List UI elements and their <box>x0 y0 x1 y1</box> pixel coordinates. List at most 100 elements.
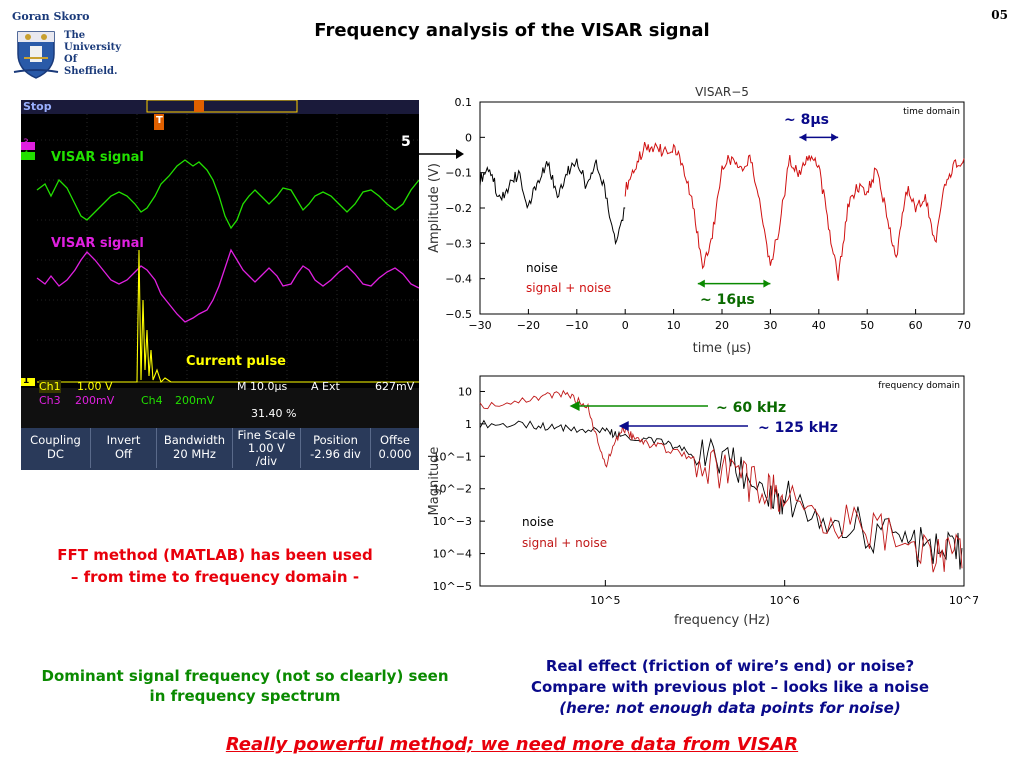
corner-label: time domain <box>903 107 960 117</box>
dominant-frequency-note: Dominant signal frequency (not so clearl… <box>0 666 490 706</box>
trigger-source: A Ext <box>311 380 340 393</box>
arrow-head <box>831 133 839 142</box>
x-tick-label: −30 <box>468 319 491 332</box>
x-axis-label: frequency (Hz) <box>674 613 770 628</box>
button-value: -2.96 div <box>310 447 361 461</box>
x-tick-label: −10 <box>565 319 588 332</box>
scope-trace-yellow <box>37 249 419 384</box>
timebase: M 10.0µs <box>237 380 288 393</box>
trigger-level: 627mV <box>375 380 415 393</box>
x-tick-label: 50 <box>860 319 874 332</box>
x-tick-label: 10^7 <box>949 594 978 607</box>
ch1-scale: 1.00 V <box>77 380 113 393</box>
button-label: Coupling <box>30 433 81 447</box>
legend-entry: signal + noise <box>526 281 611 295</box>
y-tick-label: 10^−3 <box>433 515 472 528</box>
ch1-label: Ch1 <box>39 380 61 393</box>
ch3-scale: 200mV <box>75 394 115 407</box>
university-name: The University Of Sheffield. <box>64 30 121 78</box>
shot-pointer-arrow <box>414 149 464 159</box>
university-line: Sheffield. <box>64 66 118 77</box>
x-tick-label: 30 <box>763 319 777 332</box>
trigger-position: 31.40 % <box>251 407 297 420</box>
note-line: in frequency spectrum <box>149 687 341 705</box>
frequency-domain-chart: frequency domain 10^5 10^6 10^7 10 1 10^−1 10^−… <box>427 375 978 628</box>
period-16us-label: ~ 16μs <box>700 292 755 308</box>
button-value: 0.000 <box>378 447 412 461</box>
button-label: Offse <box>379 433 411 447</box>
ch3-label: Ch3 <box>39 394 61 407</box>
x-tick-label: 40 <box>812 319 826 332</box>
scope-trace-magenta <box>36 248 419 323</box>
x-tick-label: 20 <box>715 319 729 332</box>
fine-scale-button[interactable]: Fine Scale 1.00 V /div <box>233 428 301 468</box>
series-line-1 <box>624 141 965 281</box>
oscilloscope-screen: Stop 3 4 1 T VISAR signal VISAR signal C… <box>21 100 419 470</box>
period-8us-label: ~ 8μs <box>784 112 829 128</box>
university-logo <box>10 28 130 80</box>
button-label: Invert <box>106 433 141 447</box>
channel-marker: 1 <box>23 376 30 386</box>
conclusion-text: Really powerful method; we need more dat… <box>225 734 799 755</box>
y-tick-label: 1 <box>465 418 472 431</box>
y-tick-label: 10 <box>458 385 472 398</box>
coupling-button[interactable]: Coupling DC <box>21 428 91 468</box>
arrow-head <box>697 279 705 288</box>
note-line: Compare with previous plot – looks like … <box>530 678 930 696</box>
button-label: Fine Scale <box>237 428 296 442</box>
plot-frame <box>479 375 965 587</box>
scope-status: Stop <box>23 100 52 113</box>
arrow-head <box>763 279 771 288</box>
button-value: Off <box>115 447 132 461</box>
series-line-0 <box>479 419 963 570</box>
channel-marker: 3 <box>23 138 29 148</box>
note-line: Dominant signal frequency (not so clearl… <box>41 667 449 685</box>
x-tick-label: −20 <box>517 319 540 332</box>
university-line: University <box>64 42 122 53</box>
button-value: 20 MHz <box>173 447 216 461</box>
shield-crest-icon <box>13 31 59 79</box>
offset-button[interactable]: Offse 0.000 <box>371 428 419 468</box>
series-line-0 <box>479 158 626 246</box>
shot-number: 5 <box>401 134 411 150</box>
button-value: DC <box>47 447 64 461</box>
x-tick-label: 10^5 <box>590 594 620 607</box>
button-label: Bandwidth <box>163 433 226 447</box>
ch4-scale: 200mV <box>175 394 215 407</box>
ch4-label: Ch4 <box>141 394 163 407</box>
y-tick-label: −0.2 <box>445 202 472 215</box>
button-value: 1.00 V <box>247 441 286 455</box>
y-axis-label: Magnitude <box>427 447 442 516</box>
y-tick-label: −0.5 <box>445 308 472 321</box>
arrow-head <box>569 401 580 411</box>
note-line: (here: not enough data points for noise) <box>559 699 901 717</box>
x-tick-label: 0 <box>622 319 629 332</box>
author-name: Goran Skoro <box>12 10 90 23</box>
note-line: FFT method (MATLAB) has been used <box>57 546 373 564</box>
visar-magenta-label: VISAR signal <box>51 236 144 251</box>
invert-button[interactable]: Invert Off <box>91 428 157 468</box>
y-tick-label: −0.1 <box>445 167 472 180</box>
legend-entry: noise <box>526 261 558 275</box>
x-axis-label: time (μs) <box>693 341 752 356</box>
scope-trace-green <box>36 159 419 230</box>
university-line: The <box>64 30 86 41</box>
arrow-head <box>799 133 807 142</box>
button-unit: /div <box>255 454 278 468</box>
position-button[interactable]: Position -2.96 div <box>301 428 371 468</box>
x-tick-label: 10^6 <box>770 594 800 607</box>
trigger-marker: T <box>156 115 163 126</box>
y-tick-label: 10^−4 <box>433 548 472 561</box>
slide-title: Frequency analysis of the VISAR signal <box>314 20 710 41</box>
arrow-head <box>618 421 629 431</box>
current-pulse-label: Current pulse <box>186 354 287 369</box>
channel-marker: 4 <box>23 150 29 160</box>
x-tick-label: 70 <box>957 319 971 332</box>
fft-method-note: FFT method (MATLAB) has been used – from… <box>20 544 410 588</box>
y-tick-label: 0.1 <box>455 96 473 109</box>
bandwidth-button[interactable]: Bandwidth 20 MHz <box>157 428 233 468</box>
x-tick-label: 60 <box>909 319 923 332</box>
button-label: Position <box>313 433 358 447</box>
y-axis-label: Amplitude (V) <box>427 163 442 253</box>
corner-label: frequency domain <box>878 381 960 391</box>
